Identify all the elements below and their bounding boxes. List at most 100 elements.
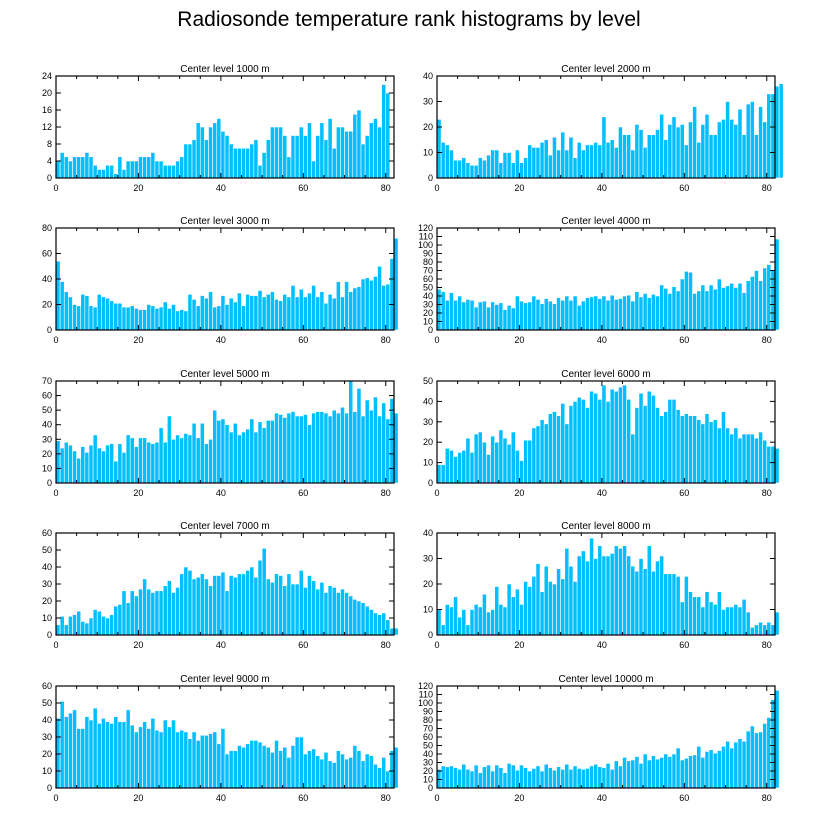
histogram-bar [486,764,491,789]
histogram-bar [158,731,164,789]
histogram-bar [76,457,82,484]
x-tick-label: 40 [597,793,607,803]
histogram-bar [121,452,127,484]
y-tick-label: 30 [42,732,52,742]
histogram-bar [585,768,590,789]
histogram-bar [393,237,399,331]
histogram-bar [59,447,65,484]
histogram-bar [340,406,345,484]
histogram-bar [510,162,516,179]
histogram-bar [373,118,378,179]
histogram-bar [129,724,135,789]
histogram-bar [117,156,123,179]
histogram-bar [576,305,582,331]
histogram-bar [589,390,594,484]
histogram-bar [618,298,623,331]
histogram-bar [609,294,615,331]
histogram-bar [696,746,702,789]
histogram-bar [146,588,152,636]
y-tick-label: 24 [42,71,52,81]
histogram-bar [175,310,180,331]
histogram-bar [741,134,747,179]
histogram-bar [278,126,284,179]
histogram-bar [134,446,139,484]
x-tick-label: 0 [53,335,58,345]
histogram-bar [589,296,594,331]
histogram-bar [311,580,316,636]
histogram-bar [605,763,611,789]
histogram-bar [700,423,706,484]
histogram-bar [199,295,205,331]
histogram-bar [385,92,391,179]
histogram-bar [552,303,557,331]
x-tick-label: 0 [434,335,439,345]
histogram-bar [613,147,619,179]
y-tick-label: 10 [423,775,433,785]
histogram-bar [465,299,471,331]
histogram-bar [331,409,337,484]
histogram-bar [249,143,255,179]
histogram-bar [510,431,516,484]
histogram-bar [356,600,362,636]
histogram-bar [92,306,98,331]
histogram-bar [195,576,201,636]
histogram-bar [150,592,156,636]
histogram-panel-1: Center level 1000 m 0 20 40 60 80 0 4 8 12 16 20 24 [42,64,395,193]
x-tick-label: 20 [514,793,524,803]
histogram-bar [253,576,259,636]
histogram-bar [655,560,660,636]
histogram-bar [498,604,504,636]
histogram-bar [241,746,246,789]
histogram-bar [630,759,636,789]
histogram-bar [204,734,209,789]
histogram-bar [158,427,164,484]
histogram-bar [84,295,90,331]
histogram-bar [651,134,656,179]
histogram-bar [171,164,176,179]
histogram-bar [241,147,246,179]
histogram-bar [241,305,246,331]
histogram-bar [498,162,504,179]
histogram-bar [150,717,156,789]
histogram-bar [502,772,508,789]
histogram-bar [286,573,292,636]
histogram-bar [109,443,115,484]
histogram-bar [688,271,693,331]
histogram-bar [457,616,463,636]
x-tick-label: 60 [679,183,689,193]
histogram-bar [762,723,768,789]
histogram-bar [552,136,557,179]
histogram-bar [444,144,450,179]
histogram-bar [444,299,450,331]
histogram-bar [745,611,751,636]
histogram-bar [327,118,333,179]
histogram-bar [212,122,218,179]
histogram-bar [564,295,570,331]
histogram-bar [469,164,475,179]
histogram-bar [340,126,345,179]
histogram-bar [659,113,665,179]
histogram-bar [96,610,102,636]
y-tick-label: 30 [423,300,433,310]
histogram-bar [688,121,693,179]
histogram-bar [675,747,681,789]
histogram-bar [393,412,399,484]
histogram-bar [655,295,660,331]
histogram-bar [634,291,640,331]
y-tick-label: 40 [423,396,433,406]
histogram-bar [109,614,115,636]
histogram-bar [154,729,160,789]
histogram-bar [580,399,586,484]
histogram-bar [344,758,349,789]
histogram-bar [527,586,533,636]
histogram-bar [257,421,263,484]
histogram-bar [749,433,755,484]
y-tick-label: 40 [423,749,433,759]
histogram-bar [88,617,94,636]
histogram-bar [261,745,267,789]
histogram-bar [502,437,508,484]
histogram-bar [663,411,669,484]
histogram-bar [335,750,341,789]
histogram-bar [88,156,94,179]
histogram-bar [547,767,553,789]
